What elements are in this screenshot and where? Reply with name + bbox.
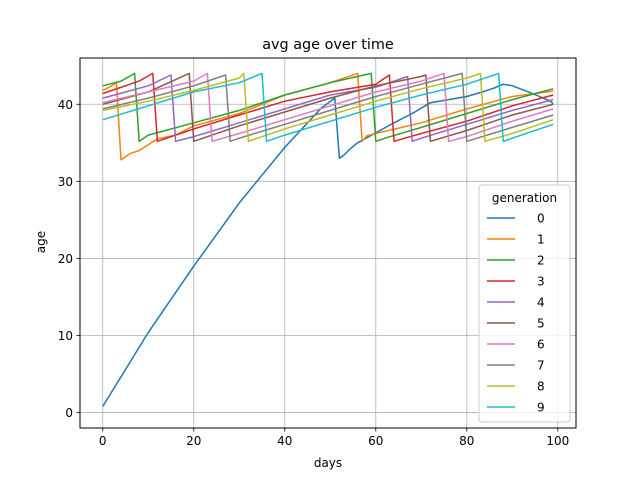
series-line-gen-2 xyxy=(102,72,554,143)
x-tick-label: 100 xyxy=(546,434,569,448)
legend-label-gen-7: 7 xyxy=(537,359,545,373)
legend-label-gen-5: 5 xyxy=(537,317,545,331)
legend-label-gen-1: 1 xyxy=(537,233,545,247)
legend: generation 0 1 2 3 4 5 6 7 8 9 xyxy=(478,184,571,423)
legend-box xyxy=(478,184,571,423)
legend-label-gen-8: 8 xyxy=(537,380,545,394)
y-tick-label: 40 xyxy=(58,98,73,112)
series-line-gen-8 xyxy=(102,72,554,143)
series-lines xyxy=(102,72,554,407)
x-tick-label: 80 xyxy=(459,434,474,448)
x-tick-label: 40 xyxy=(277,434,292,448)
y-tick-label: 30 xyxy=(58,175,73,189)
series-line-gen-5 xyxy=(102,72,554,143)
series-line-gen-9 xyxy=(102,72,554,143)
legend-title: generation xyxy=(492,191,557,205)
legend-label-gen-3: 3 xyxy=(537,275,545,289)
y-tick-label: 20 xyxy=(58,252,73,266)
x-tick-label: 20 xyxy=(186,434,201,448)
legend-label-gen-9: 9 xyxy=(537,401,545,415)
x-tick-label: 0 xyxy=(99,434,107,448)
x-tick-label: 60 xyxy=(368,434,383,448)
legend-label-gen-4: 4 xyxy=(537,296,545,310)
series-line-gen-6 xyxy=(102,72,554,143)
legend-label-gen-6: 6 xyxy=(537,338,545,352)
series-line-gen-7 xyxy=(102,72,554,143)
series-line-gen-4 xyxy=(102,74,554,143)
y-axis-label: age xyxy=(34,231,48,253)
y-tick-label: 0 xyxy=(65,406,73,420)
y-tick-label: 10 xyxy=(58,329,73,343)
legend-label-gen-2: 2 xyxy=(537,254,545,268)
x-axis-label: days xyxy=(314,456,342,470)
chart-title: avg age over time xyxy=(262,37,394,53)
plot-frame xyxy=(79,57,577,429)
legend-label-gen-0: 0 xyxy=(537,212,545,226)
series-line-gen-1 xyxy=(102,72,554,161)
